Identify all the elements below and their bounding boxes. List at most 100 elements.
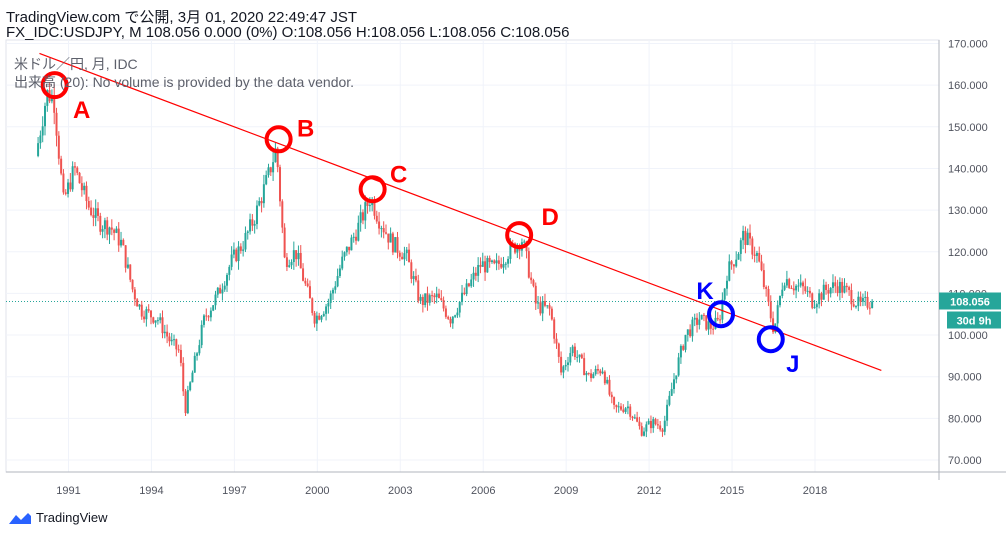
- candle-body: [802, 282, 805, 287]
- candle: [345, 246, 348, 256]
- candle-body: [850, 290, 853, 305]
- candle: [426, 286, 429, 311]
- candle-body: [345, 246, 348, 253]
- candle: [143, 310, 146, 323]
- candle-body: [820, 293, 823, 300]
- candle: [629, 403, 632, 421]
- candle: [55, 107, 58, 147]
- candle: [440, 290, 443, 301]
- candle: [64, 189, 67, 196]
- candle-body: [419, 296, 422, 301]
- candle-body: [702, 314, 705, 316]
- volume-legend[interactable]: 出来高 (20): No volume is provided by the d…: [14, 74, 355, 90]
- series-legend[interactable]: 米ドル／円, 月, IDC: [14, 56, 138, 72]
- candle: [560, 351, 563, 376]
- candle: [401, 252, 404, 260]
- footer-brand[interactable]: TradingView: [8, 510, 108, 525]
- candle-body: [173, 339, 176, 341]
- candle: [39, 130, 42, 149]
- candle-body: [232, 249, 235, 255]
- candle-body: [661, 429, 664, 432]
- candle-body: [530, 277, 533, 281]
- trendline-segment[interactable]: [39, 52, 882, 372]
- candle: [742, 225, 745, 250]
- candle-body: [795, 285, 798, 291]
- candle-body: [145, 309, 148, 320]
- candle-body: [297, 252, 300, 260]
- candle: [290, 259, 293, 270]
- candle-body: [755, 252, 758, 256]
- plot-frame: [5, 39, 940, 473]
- candle-body: [645, 424, 648, 432]
- candle: [78, 171, 81, 184]
- candle-body: [332, 289, 335, 294]
- candle: [590, 369, 593, 382]
- candle: [569, 347, 572, 366]
- candle-body: [350, 237, 353, 251]
- candle: [721, 292, 724, 324]
- candle: [37, 137, 40, 158]
- candle: [656, 419, 659, 430]
- candle-body: [348, 246, 351, 251]
- candle-body: [532, 280, 535, 286]
- candle: [133, 286, 136, 306]
- candle: [249, 213, 252, 235]
- candle-body: [288, 265, 291, 267]
- candle-body: [654, 419, 657, 425]
- candle: [76, 166, 79, 176]
- candle: [539, 296, 542, 316]
- candle: [753, 246, 756, 263]
- trendline[interactable]: [39, 52, 882, 372]
- candle: [702, 312, 705, 322]
- candle-body: [221, 289, 224, 294]
- candle-body: [550, 308, 553, 320]
- candle: [295, 250, 298, 267]
- candle: [463, 287, 466, 296]
- candle-body: [302, 268, 305, 281]
- candle-body: [788, 279, 791, 288]
- candle-body: [394, 237, 397, 253]
- candle: [115, 226, 118, 234]
- candle-body: [553, 319, 556, 339]
- candle-body: [458, 302, 461, 313]
- candle-body: [285, 257, 288, 267]
- candle: [179, 344, 182, 367]
- annotations: A B C D K J: [40, 71, 799, 378]
- candle: [760, 254, 763, 272]
- candle: [414, 268, 417, 283]
- candle: [599, 368, 602, 376]
- candle-body: [590, 373, 593, 379]
- candle: [643, 427, 646, 437]
- candle: [391, 231, 394, 256]
- x-tick-label: 2003: [388, 485, 412, 497]
- candle: [419, 294, 422, 304]
- candle-body: [336, 276, 339, 287]
- candle-body: [541, 301, 544, 314]
- candle: [739, 237, 742, 262]
- candle: [845, 282, 848, 293]
- candle-body: [490, 260, 493, 263]
- candle-body: [735, 259, 738, 267]
- candle: [548, 302, 551, 316]
- candle-body: [373, 200, 376, 216]
- candle-body: [633, 417, 636, 419]
- candle-body: [449, 318, 452, 324]
- candle-body: [274, 148, 277, 163]
- candle-body: [101, 229, 104, 232]
- candle-body: [620, 406, 623, 410]
- candle: [191, 370, 194, 383]
- candle-body: [283, 227, 286, 258]
- candle-body: [493, 260, 496, 264]
- candle-body: [472, 272, 475, 280]
- candle-body: [804, 286, 807, 292]
- candle: [140, 300, 143, 320]
- candle-body: [228, 266, 231, 275]
- last-price-tag[interactable]: 108.056: [939, 292, 1001, 310]
- candle-body: [825, 284, 828, 290]
- candle: [663, 415, 666, 436]
- candle-body: [707, 321, 710, 330]
- marker-label-a: A: [73, 97, 90, 124]
- candle: [384, 224, 387, 235]
- candle-body: [495, 260, 498, 264]
